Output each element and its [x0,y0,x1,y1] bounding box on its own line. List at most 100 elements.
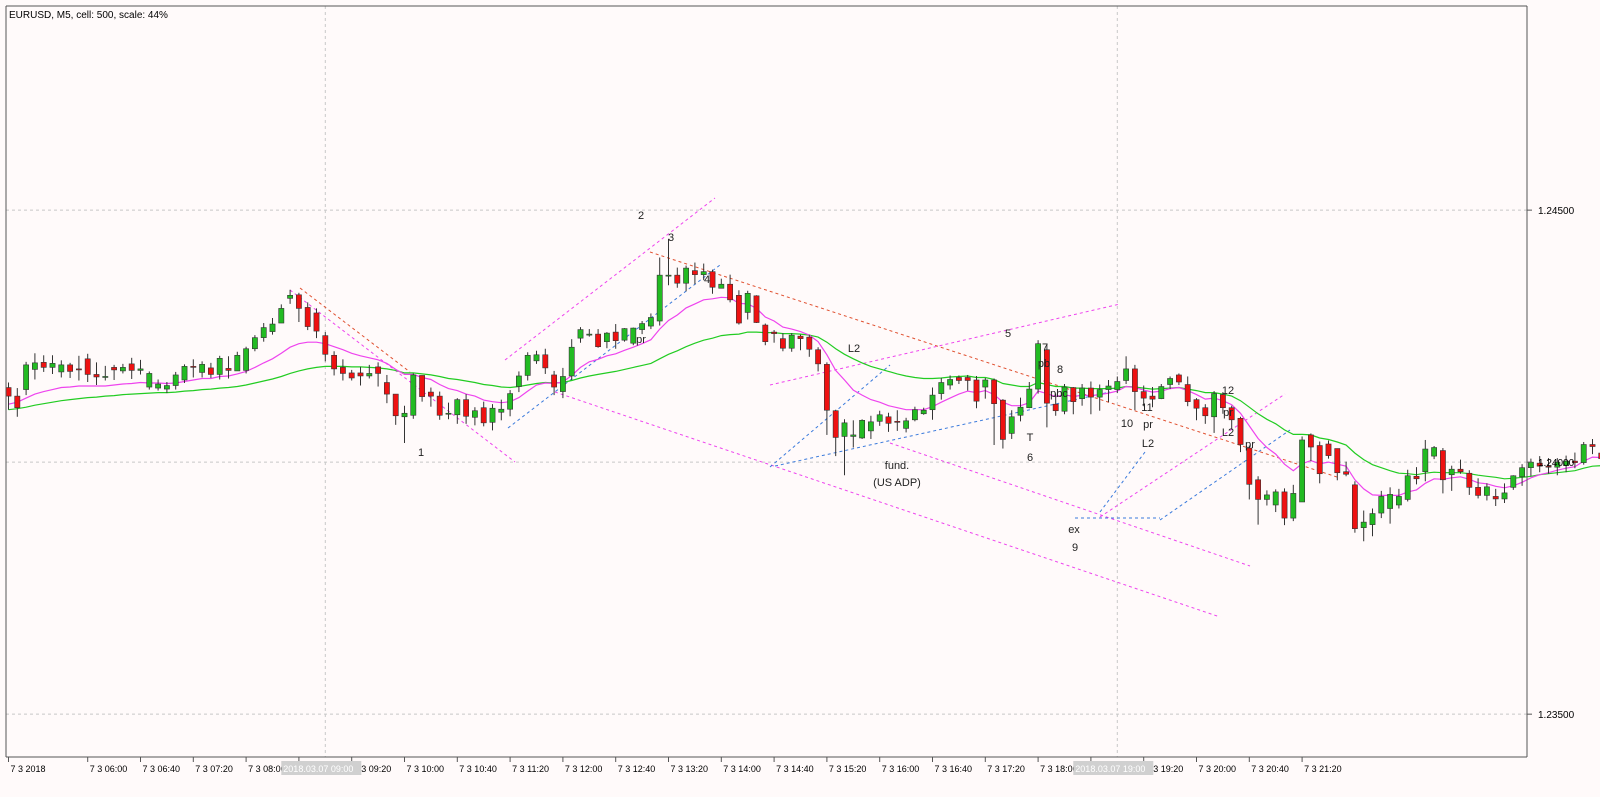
candle-down [596,334,601,347]
candle-up [1300,440,1305,502]
time-tick-label: 7 3 15:20 [829,764,867,774]
time-tick-label: 7 3 21:20 [1304,764,1342,774]
candle-up [1396,496,1401,505]
candle-up [1212,394,1217,417]
annotation-label: pr [1223,407,1233,419]
candle-up [657,275,662,321]
time-highlight-label: 2018.03.07 09:00 [283,764,353,774]
candle-down [956,377,961,380]
candle-up [244,349,249,371]
candle-up [200,364,205,372]
candle-up [402,413,407,417]
candle-up [499,409,504,412]
candle-up [648,317,653,326]
candle-down [1203,408,1208,416]
candle-down [296,295,301,309]
candle-up [32,363,37,370]
candle-down [798,336,803,339]
candle-down [384,383,389,395]
annotation-label: 1 [418,447,424,459]
candle-up [578,330,583,339]
candle-down [728,284,733,300]
candle-up [1370,514,1375,525]
candle-up [472,411,477,418]
candle-down [1088,388,1093,397]
candle-down [1053,404,1058,411]
candle-up [103,376,108,377]
time-tick-label: 7 3 14:40 [776,764,814,774]
time-tick-label: 7 3 16:00 [882,764,920,774]
candle-down [1256,480,1261,500]
candle-up [455,400,460,415]
candle-up [411,375,416,415]
candle-up [164,386,169,390]
annotation-label: pbc [1050,388,1068,400]
candle-up [534,355,539,361]
candle-down [754,296,759,323]
time-tick-label: 7 3 18:00 [1040,764,1078,774]
candle-up [719,284,724,288]
candle-up [939,383,944,394]
annotation-label: L2 [1142,438,1154,450]
candle-down [1000,400,1005,439]
annotation-label: ex [1068,524,1080,536]
candle-up [1361,522,1366,528]
candle-down [376,367,381,374]
candle-up [490,408,495,422]
candle-up [261,328,266,338]
candle-up [1018,407,1023,415]
candle-up [948,379,953,385]
candle-down [1440,451,1445,480]
candle-down [1247,448,1252,484]
candle-down [1150,396,1155,399]
candle-down [974,380,979,401]
candle-up [1264,495,1269,500]
candle-up [252,338,257,349]
time-tick-label: 7 3 12:00 [565,764,603,774]
candle-up [1520,468,1525,477]
candle-down [763,325,768,342]
time-tick-label: 7 3 20:40 [1251,764,1289,774]
candle-down [349,373,354,378]
candle-up [24,365,29,390]
time-tick-label: 7 3 10:00 [407,764,445,774]
candle-down [1326,444,1331,456]
candle-down [1458,469,1463,472]
candle-up [1106,386,1111,390]
time-tick-label: 7 3 2018 [11,764,46,774]
candle-down [1335,449,1340,473]
candle-down [1352,485,1357,529]
price-tick-label: 1.24500 [1538,206,1575,217]
candle-up [640,324,645,330]
candle-up [182,366,187,380]
annotation-label: pr [1143,419,1153,431]
candle-up [569,347,574,376]
candle-up [1291,493,1296,518]
candle-up [921,410,926,414]
candle-up [1379,496,1384,513]
candle-up [156,384,161,388]
candle-up [1027,389,1032,408]
candle-up [279,308,284,323]
candle-down [481,408,486,423]
candle-up [1080,388,1085,399]
annotation-label: 7 [1042,342,1048,354]
annotation-label: 5 [1005,328,1011,340]
candle-down [112,367,117,370]
candle-down [1317,446,1322,474]
candle-up [173,375,178,386]
candle-down [1194,400,1199,409]
annotation-label: 9 [1072,542,1078,554]
annotation-label: pr [1245,439,1255,451]
candle-up [1432,448,1437,457]
annotation-label: 2 [638,210,644,222]
time-tick-label: 7 3 20:00 [1199,764,1237,774]
candle-down [41,362,46,367]
candle-down [94,374,99,377]
chart-title: EURUSD, M5, cell: 500, scale: 44% [9,10,168,21]
candle-down [780,339,785,349]
candle-down [420,375,425,396]
